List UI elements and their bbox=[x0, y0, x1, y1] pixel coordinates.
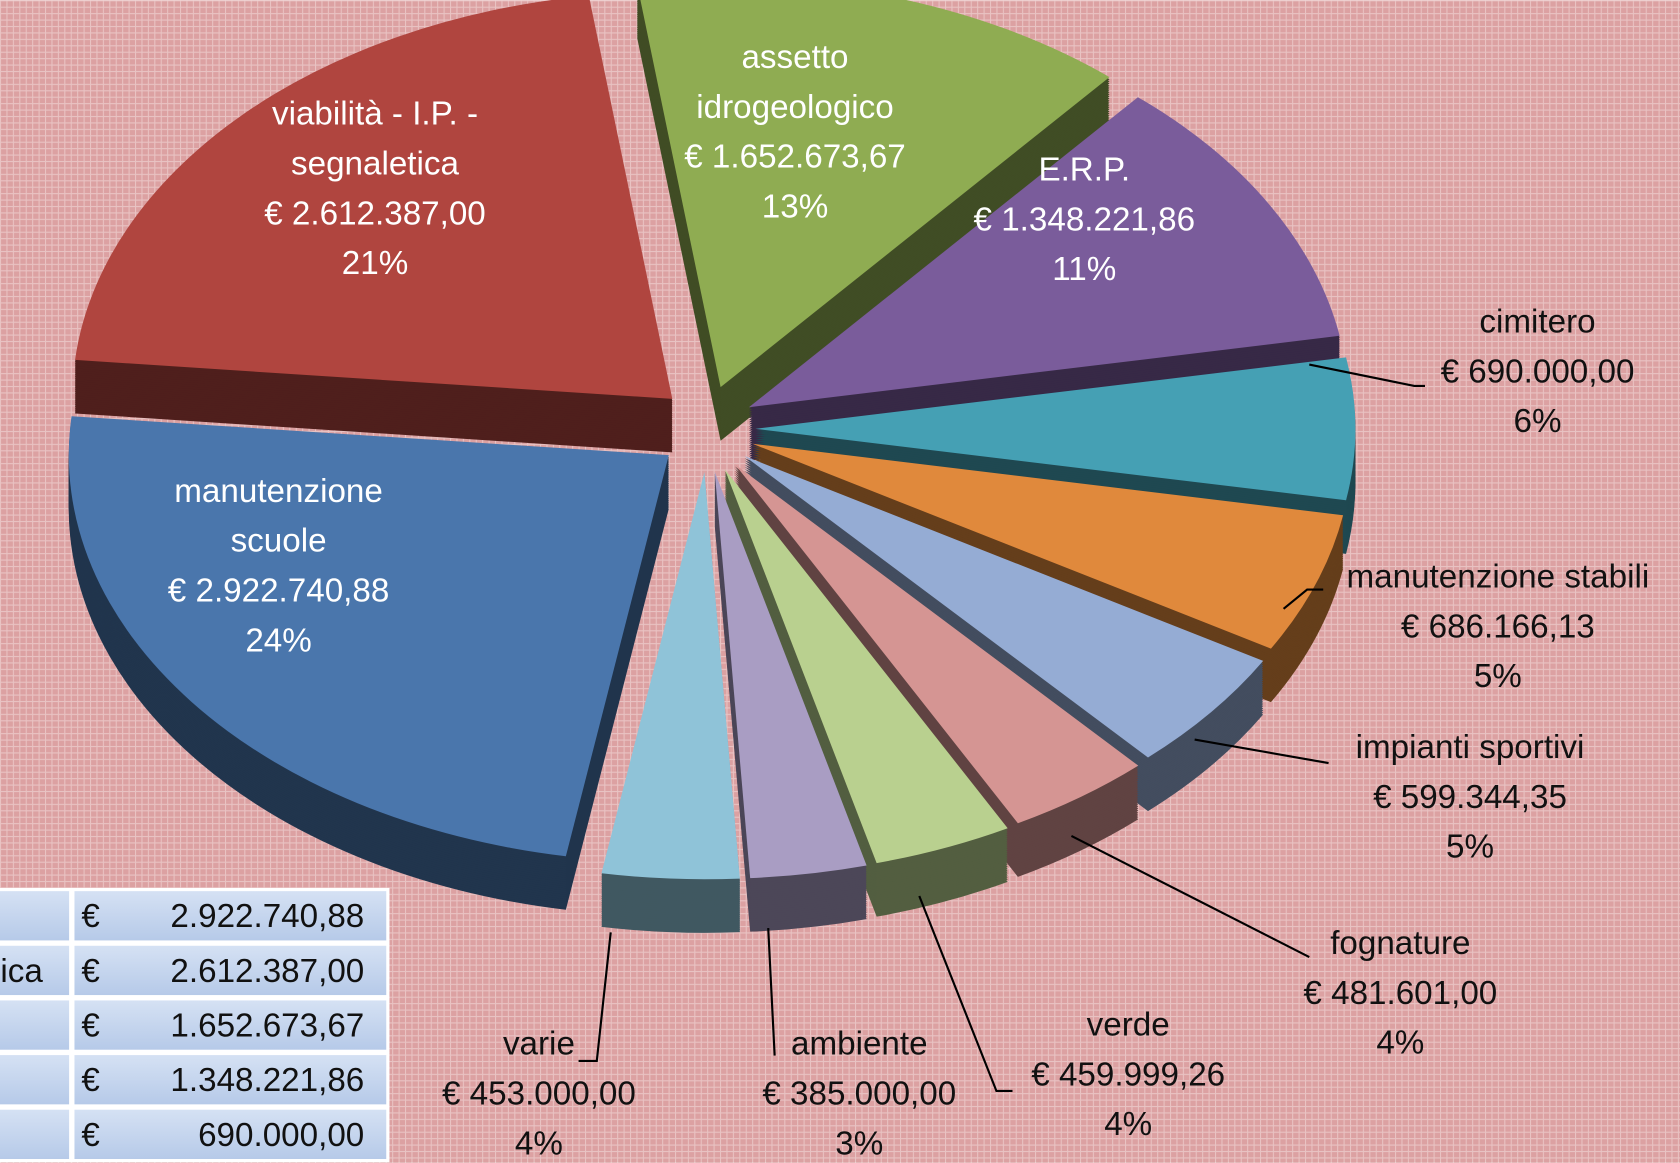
slice-value: € 2.612.387,00 bbox=[264, 195, 486, 232]
table-cell bbox=[71, 997, 390, 1053]
currency: € bbox=[81, 1062, 99, 1099]
slice bbox=[714, 471, 867, 879]
slice bbox=[68, 416, 669, 857]
slice-percent: 4% bbox=[515, 1125, 563, 1162]
currency: € bbox=[81, 898, 99, 935]
slice bbox=[752, 443, 1344, 649]
slice bbox=[75, 0, 673, 399]
slice-percent: 11% bbox=[1052, 251, 1116, 288]
slice bbox=[748, 97, 1340, 408]
slice-value: € 453.000,00 bbox=[442, 1076, 636, 1113]
slice-name: ambiente bbox=[791, 1026, 928, 1063]
slice-value: € 599.344,35 bbox=[1373, 779, 1567, 816]
leader-line bbox=[1070, 835, 1310, 958]
slice-percent: 13% bbox=[762, 188, 828, 225]
leader-line bbox=[767, 928, 776, 1056]
slice-name: E.R.P. bbox=[1038, 151, 1130, 188]
slice-percent: 6% bbox=[1514, 403, 1562, 440]
slice-name: assetto bbox=[741, 39, 848, 76]
slice bbox=[755, 357, 1356, 501]
leader-line bbox=[578, 932, 612, 1063]
amount: 2.612.387,00 bbox=[170, 953, 364, 990]
slice-name: cimitero bbox=[1479, 304, 1595, 341]
slice-percent: 4% bbox=[1376, 1025, 1424, 1062]
table-cell bbox=[71, 1051, 390, 1108]
data-labels: assetto idrogeologico € 1.652.673,67 13% E.R… bbox=[168, 39, 1649, 1162]
currency: € bbox=[81, 1008, 99, 1045]
slice-name: manutenzione stabili bbox=[1347, 559, 1650, 596]
leader-line bbox=[1282, 588, 1324, 610]
slice bbox=[640, 0, 1110, 388]
table-cell bbox=[0, 1051, 73, 1108]
slice-name: fognature bbox=[1330, 925, 1470, 962]
slice-name: varie bbox=[503, 1026, 575, 1063]
pie bbox=[68, 0, 1356, 933]
table-cell bbox=[0, 942, 73, 999]
slice-percent: 5% bbox=[1474, 658, 1522, 695]
slice-name: verde bbox=[1087, 1006, 1170, 1043]
slice-name: segnaletica bbox=[291, 146, 460, 183]
leader-line bbox=[918, 895, 1013, 1093]
amount: 690.000,00 bbox=[198, 1117, 364, 1154]
slice-value: € 1.652.673,67 bbox=[684, 139, 906, 176]
slice bbox=[744, 456, 1264, 758]
table-cell bbox=[0, 887, 73, 944]
slice-name: manutenzione bbox=[174, 473, 383, 510]
slice-percent: 24% bbox=[245, 622, 311, 659]
leader-line bbox=[1309, 363, 1425, 388]
slice-value: € 459.999,26 bbox=[1031, 1056, 1225, 1093]
currency: € bbox=[81, 953, 99, 990]
slice-value: € 690.000,00 bbox=[1441, 353, 1635, 390]
table-cell bbox=[71, 942, 390, 999]
table-cell bbox=[71, 1106, 390, 1163]
amount: 1.652.673,67 bbox=[170, 1008, 364, 1045]
table-cell bbox=[0, 997, 73, 1053]
slice-value: € 1.348.221,86 bbox=[974, 201, 1196, 238]
row-label: ica bbox=[0, 953, 43, 990]
slice-percent: 5% bbox=[1446, 829, 1494, 866]
slice-value: € 385.000,00 bbox=[762, 1076, 956, 1113]
table: €2.922.740,88 ica €2.612.387,00 € 1.652.673,… bbox=[0, 887, 390, 1163]
slice bbox=[734, 464, 1139, 824]
amount: 2.922.740,88 bbox=[170, 898, 364, 935]
amount: 1.348.221,86 bbox=[170, 1062, 364, 1099]
slice-value: € 2.922.740,88 bbox=[168, 573, 390, 610]
slice-percent: 4% bbox=[1104, 1106, 1152, 1143]
currency: € bbox=[81, 1117, 99, 1154]
slice-value: € 481.601,00 bbox=[1303, 975, 1497, 1012]
slice-name: viabilità - I.P. - bbox=[272, 96, 478, 133]
table-cell bbox=[71, 887, 390, 944]
slice-name: impianti sportivi bbox=[1356, 729, 1585, 766]
slice-name: idrogeologico bbox=[696, 89, 894, 126]
slice bbox=[601, 472, 740, 880]
leader-line bbox=[1194, 738, 1329, 765]
slice-percent: 3% bbox=[835, 1125, 883, 1162]
slice-value: € 686.166,13 bbox=[1401, 608, 1595, 645]
slice bbox=[724, 469, 1008, 864]
slice-percent: 21% bbox=[342, 245, 408, 282]
table-cell bbox=[0, 1106, 73, 1163]
slice-name: scuole bbox=[231, 523, 327, 560]
